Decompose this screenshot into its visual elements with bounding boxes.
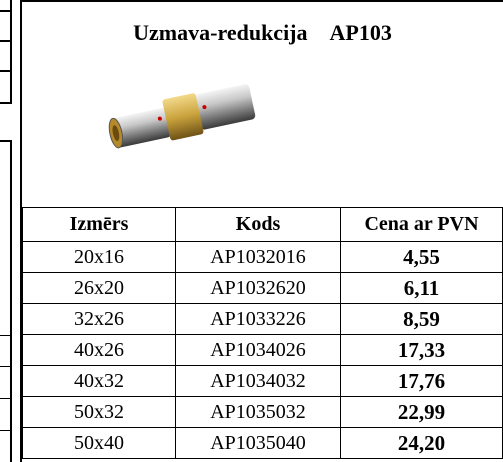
border	[0, 430, 12, 431]
page: Uzmava-redukcija AP103	[0, 0, 503, 462]
border	[10, 140, 12, 462]
code: AP1033226	[176, 304, 341, 335]
size: 26x20	[23, 273, 176, 304]
code: AP1032620	[176, 273, 341, 304]
product-code: AP103	[330, 20, 392, 45]
size: 50x40	[23, 428, 176, 459]
column-header: Cena ar PVN	[341, 208, 503, 242]
size: 40x26	[23, 335, 176, 366]
price: 22,99	[341, 397, 503, 428]
price: 6,11	[341, 273, 503, 304]
size: 32x26	[23, 304, 176, 335]
price: 8,59	[341, 304, 503, 335]
price: 4,55	[341, 242, 503, 273]
price: 17,33	[341, 335, 503, 366]
product-card: Uzmava-redukcija AP103	[20, 0, 503, 462]
code: AP1035032	[176, 397, 341, 428]
border	[0, 366, 12, 367]
column-header: Izmērs	[23, 208, 176, 242]
price: 17,76	[341, 366, 503, 397]
product-image	[102, 62, 262, 172]
border	[10, 0, 12, 104]
size: 20x16	[23, 242, 176, 273]
code: AP1034026	[176, 335, 341, 366]
title: Uzmava-redukcija AP103	[22, 20, 503, 46]
header-row: Izmērs Kods Cena ar PVN	[23, 208, 503, 242]
border	[0, 335, 12, 336]
product-name: Uzmava-redukcija	[133, 20, 307, 45]
column-header: Kods	[176, 208, 341, 242]
code: AP1034032	[176, 366, 341, 397]
price: 24,20	[341, 428, 503, 459]
size: 40x32	[23, 366, 176, 397]
code: AP1035040	[176, 428, 341, 459]
border	[0, 398, 12, 399]
size: 50x32	[23, 397, 176, 428]
border	[0, 140, 12, 142]
code: AP1032016	[176, 242, 341, 273]
